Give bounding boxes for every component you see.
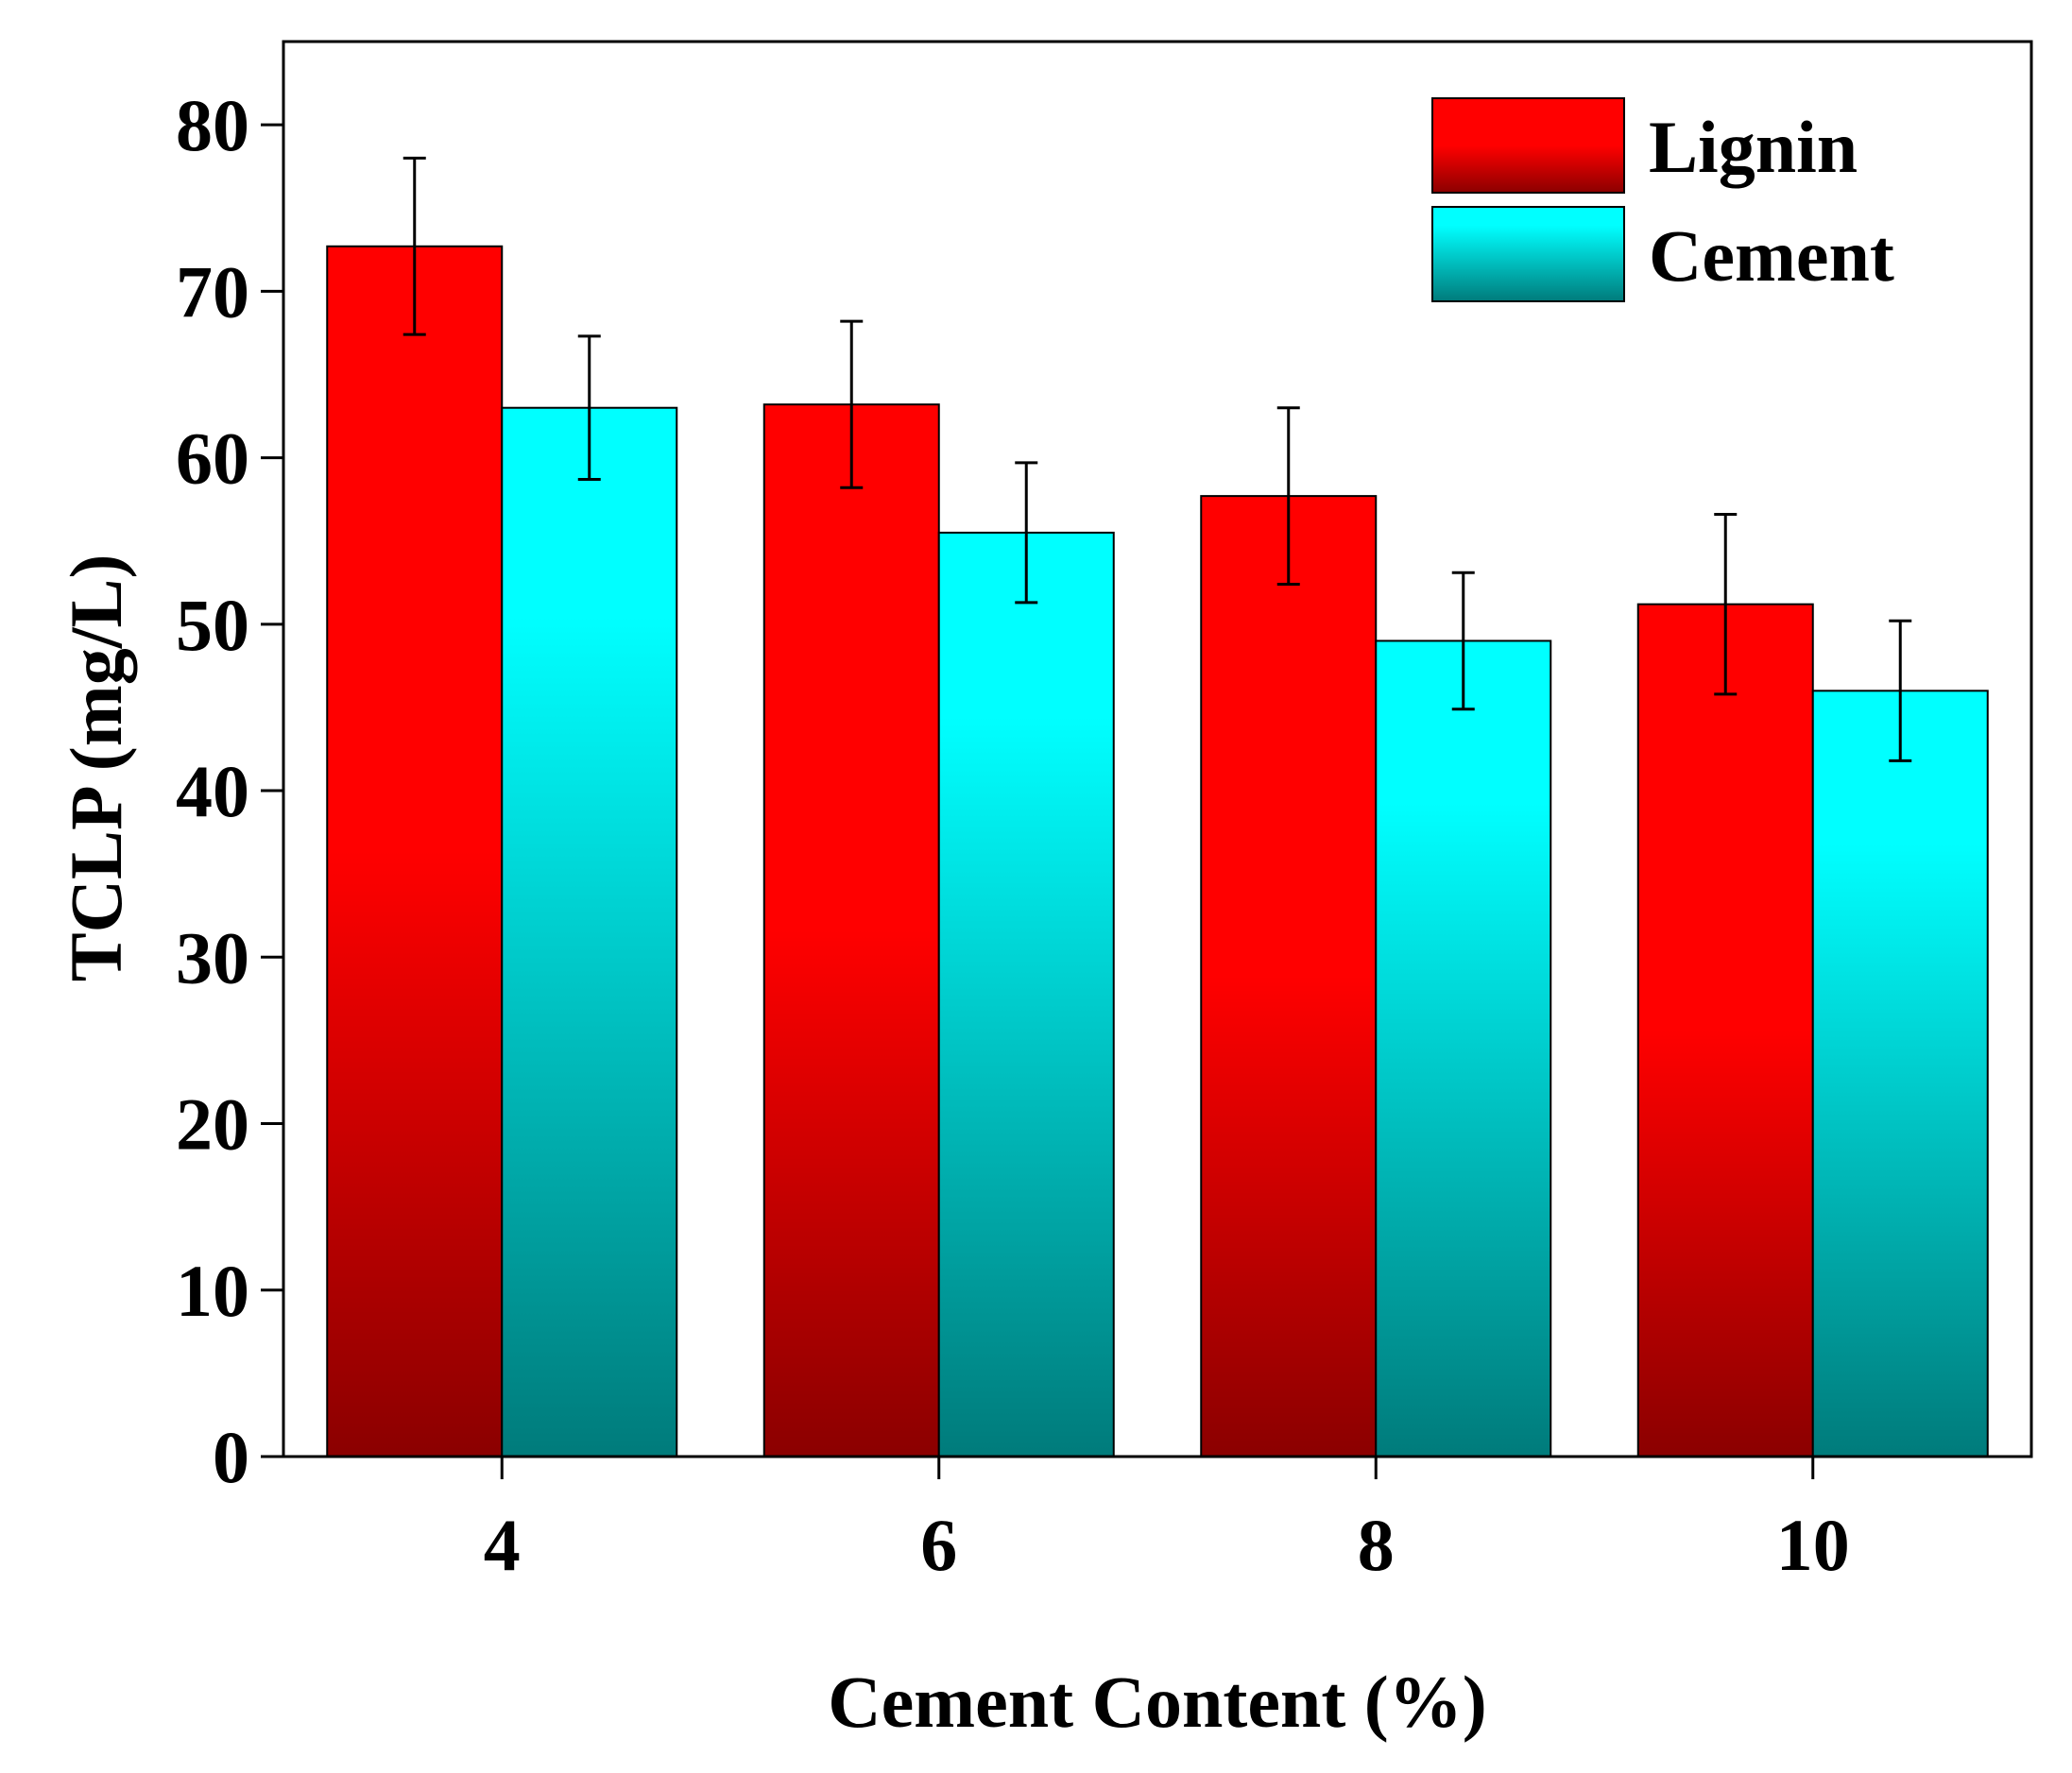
legend-swatch-cement (1431, 206, 1625, 302)
error-bar-lignin-6 (840, 319, 864, 489)
x-axis-label: Cement Content (%) (828, 1661, 1487, 1743)
error-bars-layer (402, 156, 1912, 762)
x-tick-label: 10 (1776, 1504, 1850, 1586)
legend: Lignin Cement (1431, 97, 1894, 302)
legend-label-cement: Cement (1649, 214, 1894, 297)
y-tick-label: 0 (213, 1416, 249, 1498)
y-axis: 0 10 20 30 40 50 60 70 80 (176, 84, 283, 1498)
bar-cement-10 (1811, 690, 1989, 1458)
y-tick-label: 80 (176, 84, 249, 166)
x-tick-label: 4 (484, 1504, 521, 1586)
x-tick-label: 6 (920, 1504, 957, 1586)
bar-lignin-10 (1636, 603, 1814, 1458)
bar-lignin-8 (1200, 495, 1378, 1458)
error-bar-cement-8 (1451, 571, 1475, 711)
y-tick-label: 50 (176, 584, 249, 666)
bar-cement-4 (501, 406, 678, 1458)
bars-layer (326, 245, 1989, 1458)
y-tick-label: 70 (176, 250, 249, 332)
x-axis: 4 6 8 10 (484, 1457, 1850, 1586)
error-bar-cement-6 (1015, 461, 1038, 605)
bar-lignin-4 (326, 245, 504, 1458)
y-tick-label: 10 (176, 1250, 249, 1332)
plot-frame (282, 40, 2033, 1458)
x-tick-label: 8 (1358, 1504, 1395, 1586)
y-tick-label: 40 (176, 750, 249, 832)
error-bar-lignin-8 (1276, 406, 1300, 587)
bar-lignin-6 (762, 403, 940, 1458)
bar-cement-6 (937, 531, 1115, 1458)
y-tick-label: 60 (176, 418, 249, 500)
y-axis-label: TCLP (mg/L) (55, 554, 137, 982)
error-bar-cement-10 (1889, 619, 1912, 762)
bar-cement-8 (1375, 639, 1552, 1458)
y-tick-label: 20 (176, 1083, 249, 1166)
legend-label-lignin: Lignin (1649, 106, 1858, 188)
error-bar-lignin-4 (402, 156, 426, 336)
y-tick-label: 30 (176, 916, 249, 998)
error-bar-lignin-10 (1714, 513, 1738, 696)
error-bar-cement-4 (577, 334, 601, 481)
legend-swatch-lignin (1431, 97, 1625, 194)
